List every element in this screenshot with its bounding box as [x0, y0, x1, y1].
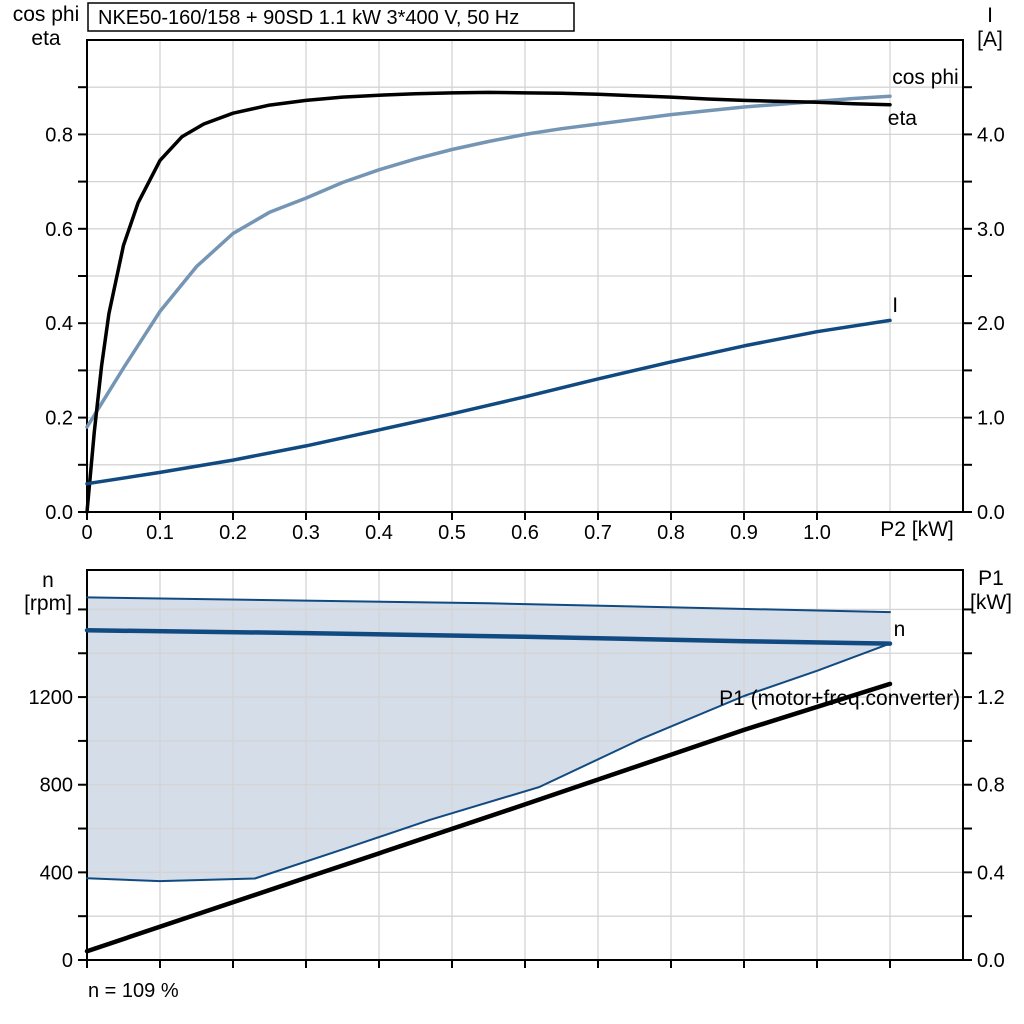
- right-tick-label: 0.8: [977, 775, 1005, 797]
- curve-label-n: n: [894, 618, 906, 641]
- x-tick-label: 0: [81, 522, 92, 544]
- left-tick-label: 800: [40, 775, 73, 797]
- curve-label-p1-motor-freq-converter: P1 (motor+freq.converter): [719, 687, 960, 710]
- left-tick-label: 1200: [29, 687, 74, 709]
- series-speed-envelope: [87, 597, 890, 882]
- x-tick-label: 0.5: [438, 522, 466, 544]
- left-tick-label: 0.0: [45, 502, 73, 524]
- right-tick-label: 2.0: [977, 313, 1005, 335]
- x-tick-label: 0.2: [219, 522, 247, 544]
- x-tick-label: 0.9: [730, 522, 758, 544]
- bottom-left-axis-label-n: n: [42, 569, 54, 592]
- series-n: [84, 628, 893, 646]
- top-left-axis-label-cosphi: cos phi: [13, 3, 80, 26]
- series-p1-motor-freq-converter: [84, 681, 893, 954]
- left-tick-label: 400: [40, 862, 73, 884]
- right-tick-label: 4.0: [977, 124, 1005, 146]
- left-tick-label: 0.2: [45, 408, 73, 430]
- x-tick-label: 0.3: [292, 522, 320, 544]
- bottom-left-axis-unit-rpm: [rpm]: [24, 592, 72, 615]
- series-i: [85, 318, 892, 486]
- left-tick-label: 0.4: [45, 313, 73, 335]
- top-right-axis-label-current: I: [987, 4, 993, 27]
- top-right-axis-unit-amps: [A]: [977, 28, 1003, 51]
- series-envelope-min-speed: [86, 642, 891, 883]
- x-tick-label: 0.7: [584, 522, 612, 544]
- bottom-chart-speed-power: 0 400 800 1200 0.0 0.4 0.8 1.2 n P1 (motor+freq.c…: [29, 569, 1005, 972]
- x-tick-label: 0.6: [511, 522, 539, 544]
- title-box: [87, 2, 575, 32]
- right-tick-label: 0.4: [977, 862, 1005, 884]
- curve-label-i: I: [892, 294, 898, 317]
- right-tick-label: 1.2: [977, 687, 1005, 709]
- right-tick-label: 3.0: [977, 219, 1005, 241]
- right-tick-label: 1.0: [977, 408, 1005, 430]
- series-eta: [85, 90, 892, 514]
- bottom-right-axis-unit-kw: [kW]: [970, 591, 1012, 614]
- left-tick-label: 0.6: [45, 219, 73, 241]
- x-axis-label-p2: P2 [kW]: [880, 518, 954, 541]
- left-tick-label: 0.8: [45, 124, 73, 146]
- bottom-right-axis-label-p1: P1: [978, 567, 1004, 590]
- curve-label-cos-phi: cos phi: [892, 66, 959, 89]
- top-chart-efficiency-cosphi-current: 0 0.1 0.2 0.3 0.4 0.5 0.6 0.7 0.8 0.9 1.0 0.0 0.2 0.4…: [45, 39, 1005, 544]
- x-tick-label: 0.8: [657, 522, 685, 544]
- right-tick-label: 0.0: [977, 950, 1005, 972]
- speed-percent-note: n = 109 %: [88, 980, 179, 1002]
- x-tick-label: 0.4: [365, 522, 393, 544]
- right-tick-label: 0.0: [977, 502, 1005, 524]
- curve-label-eta: eta: [888, 107, 918, 130]
- chart-title: NKE50-160/158 + 90SD 1.1 kW 3*400 V, 50 …: [98, 7, 519, 29]
- x-tick-label: 0.1: [146, 522, 174, 544]
- series-cos-phi: [85, 94, 892, 429]
- series-envelope-max-speed: [86, 596, 891, 614]
- left-tick-label: 0: [62, 950, 73, 972]
- top-left-axis-label-eta: eta: [31, 27, 61, 50]
- x-tick-label: 1.0: [803, 522, 831, 544]
